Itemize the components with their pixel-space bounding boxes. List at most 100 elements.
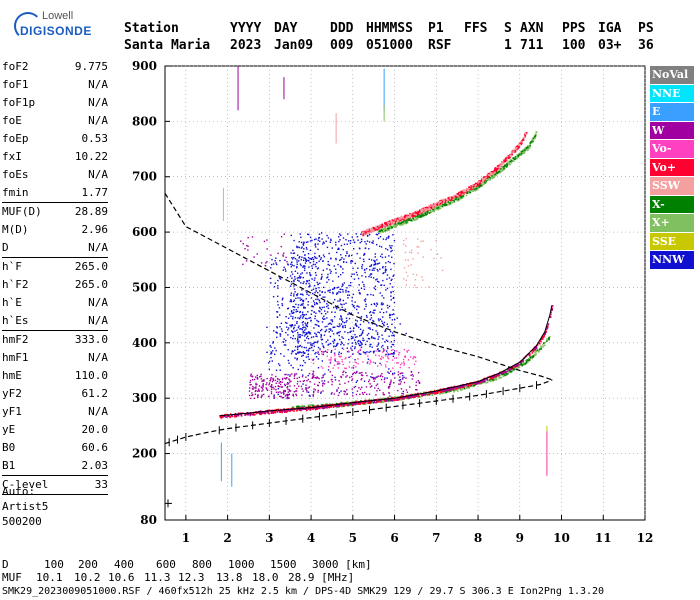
echo-point — [510, 161, 513, 164]
echo-point — [390, 349, 393, 352]
echo-point — [478, 381, 481, 383]
echo-point — [474, 184, 477, 187]
echo-point — [294, 337, 296, 340]
echo-point — [369, 343, 371, 346]
param-separator — [2, 330, 108, 331]
echo-point — [392, 296, 395, 299]
echo-point — [412, 395, 414, 398]
echo-point — [339, 298, 341, 300]
echo-point — [351, 273, 353, 275]
echo-point — [386, 346, 389, 348]
echo-point — [407, 275, 409, 277]
echo-point — [376, 325, 378, 327]
echo-point — [447, 197, 450, 199]
echo-point — [397, 374, 400, 376]
echo-point — [538, 342, 540, 344]
echo-point — [275, 408, 278, 411]
echo-point — [333, 326, 336, 328]
param-value: N/A — [88, 78, 108, 91]
echo-point — [297, 336, 299, 338]
echo-point — [260, 262, 263, 264]
echo-point — [312, 376, 315, 378]
echo-point — [360, 333, 363, 335]
echo-point — [376, 383, 379, 385]
echo-point — [285, 331, 287, 334]
echo-point — [388, 368, 390, 370]
echo-point — [268, 383, 270, 386]
echo-point — [284, 395, 287, 397]
echo-point — [366, 402, 368, 405]
echo-point — [498, 167, 501, 169]
echo-point — [251, 387, 254, 390]
echo-point — [325, 403, 328, 406]
echo-point — [327, 263, 329, 266]
echo-point — [374, 362, 377, 364]
echo-point — [487, 172, 490, 175]
echo-point — [332, 406, 335, 408]
echo-point — [407, 394, 409, 396]
echo-point — [289, 390, 292, 392]
echo-point — [378, 231, 380, 233]
echo-point — [268, 368, 271, 370]
echo-point — [314, 271, 317, 274]
echo-point — [307, 301, 309, 303]
echo-point — [395, 225, 398, 228]
echo-point — [298, 257, 300, 259]
echo-point — [315, 302, 318, 304]
echo-point — [339, 325, 341, 327]
echo-point — [291, 256, 293, 259]
echo-point — [285, 256, 287, 259]
echo-point — [282, 377, 284, 380]
echo-point — [525, 362, 528, 364]
echo-point — [331, 247, 334, 249]
echo-point — [414, 284, 416, 286]
echo-point — [385, 238, 387, 241]
echo-point — [275, 257, 277, 259]
echo-point — [330, 258, 332, 260]
echo-point — [417, 213, 419, 215]
echo-point — [377, 318, 380, 320]
echo-point — [386, 347, 389, 350]
echo-point — [436, 391, 439, 394]
echo-point — [361, 332, 364, 334]
echo-point — [292, 406, 294, 408]
echo-point — [298, 318, 301, 320]
echo-point — [358, 401, 361, 404]
echo-point — [291, 264, 293, 266]
echo-point — [392, 290, 394, 293]
echo-point — [311, 376, 314, 378]
echo-point — [372, 376, 374, 379]
echo-point — [472, 384, 475, 387]
echo-point — [318, 406, 320, 409]
echo-point — [302, 374, 304, 376]
echo-point — [524, 149, 526, 152]
x-tick-label: 5 — [349, 531, 357, 545]
echo-point — [506, 370, 508, 373]
echo-point — [308, 404, 311, 406]
echo-point — [447, 199, 449, 201]
echo-point — [451, 201, 454, 204]
echo-point — [359, 353, 362, 355]
echo-point — [407, 349, 410, 352]
echo-point — [452, 195, 455, 198]
echo-point — [322, 367, 324, 369]
echo-point — [319, 290, 321, 292]
echo-point — [327, 304, 329, 307]
echo-point — [296, 322, 298, 325]
echo-point — [270, 386, 272, 388]
echo-point — [302, 314, 305, 316]
echo-point — [287, 374, 289, 376]
echo-point — [373, 400, 376, 402]
echo-point — [369, 327, 371, 329]
echo-point — [455, 198, 457, 201]
echo-point — [285, 378, 287, 380]
echo-point — [287, 394, 290, 396]
echo-point — [500, 376, 503, 379]
echo-point — [404, 396, 407, 398]
echo-point — [345, 321, 347, 323]
echo-point — [363, 269, 366, 271]
echo-point — [399, 397, 401, 399]
echo-point — [316, 303, 319, 305]
echo-point — [224, 416, 227, 418]
echo-point — [388, 392, 390, 394]
